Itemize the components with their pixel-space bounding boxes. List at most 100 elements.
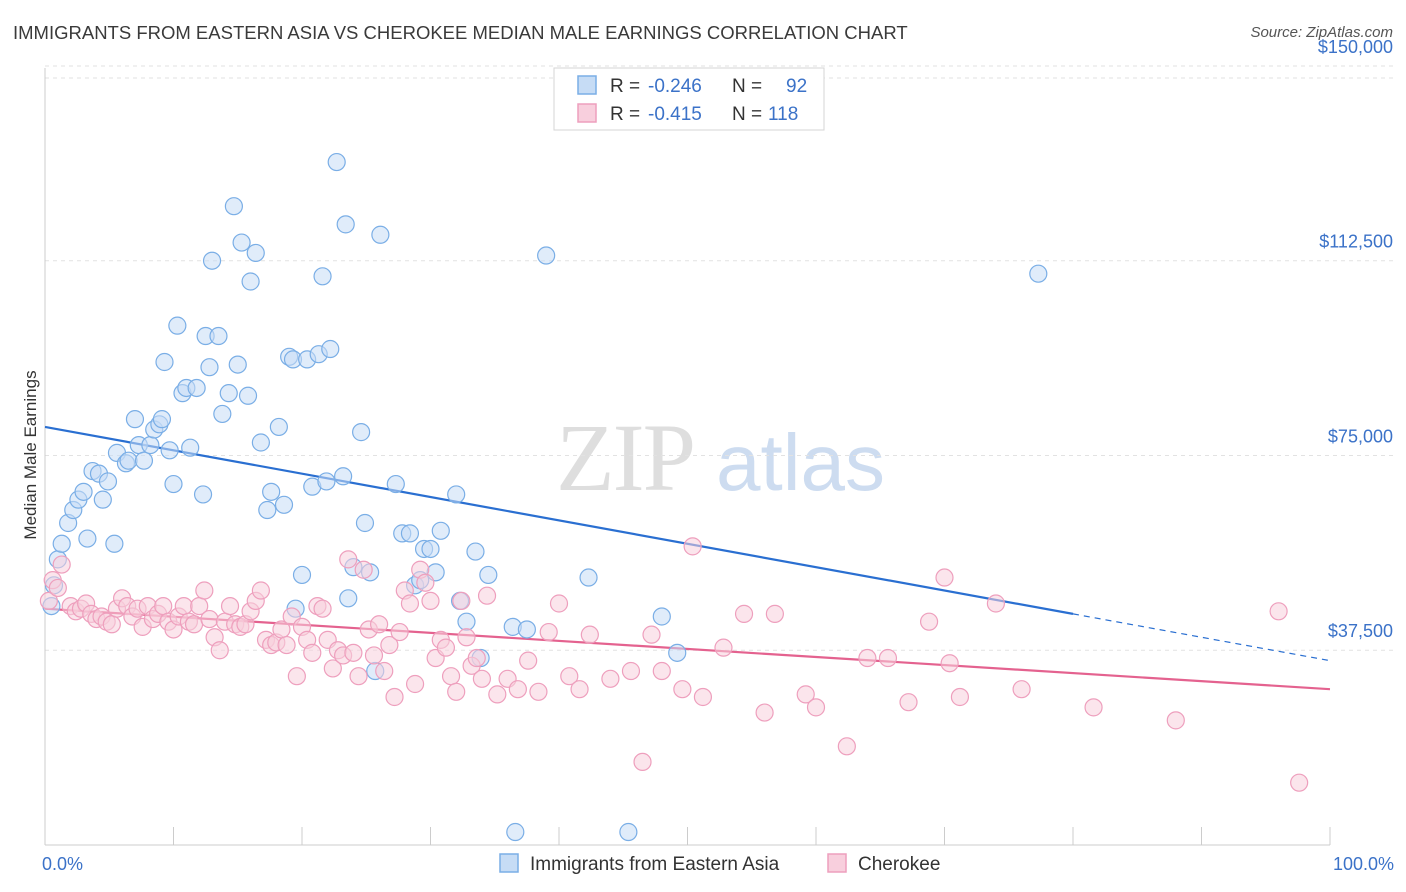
data-point: [93, 490, 112, 509]
data-point: [1029, 264, 1048, 283]
watermark: ZIP atlas: [556, 404, 885, 511]
data-point: [477, 586, 497, 605]
data-point: [354, 560, 373, 579]
data-point: [837, 737, 856, 756]
stats-legend: R = -0.246 N = 92 R = -0.415 N = 118: [553, 67, 825, 131]
data-point: [274, 495, 294, 514]
data-point: [519, 651, 538, 670]
data-point: [986, 594, 1006, 613]
data-point: [472, 669, 491, 688]
data-point: [160, 441, 179, 460]
data-point: [806, 698, 826, 717]
data-point: [213, 404, 232, 424]
y-tick-label: $37,500: [1328, 621, 1393, 641]
data-point: [579, 568, 598, 587]
data-point: [141, 435, 160, 455]
series-legend-label-cherokee: Cherokee: [858, 854, 940, 875]
data-point: [390, 622, 409, 642]
data-point: [652, 661, 671, 681]
data-point: [755, 703, 774, 722]
data-point: [436, 638, 456, 657]
data-point: [364, 646, 384, 665]
y-tick-label: $150,000: [1318, 37, 1393, 57]
data-point: [52, 534, 71, 553]
data-point: [549, 594, 569, 613]
data-point: [154, 596, 173, 616]
x-tick-label: 100.0%: [1333, 854, 1394, 874]
chart-source: Source: ZipAtlas.com: [1250, 24, 1393, 41]
data-point: [508, 680, 527, 699]
data-point: [416, 573, 435, 592]
data-point: [105, 534, 124, 553]
data-point: [1084, 698, 1103, 717]
data-point: [371, 225, 390, 244]
y-tick-labels: $37,500 $75,000 $112,500 $150,000: [1318, 37, 1393, 641]
data-point: [441, 667, 461, 686]
data-point: [466, 542, 485, 561]
legend-n-value-1: 92: [786, 76, 807, 97]
axes: [44, 68, 1331, 846]
data-point: [539, 622, 558, 642]
data-point: [796, 685, 815, 704]
data-point: [570, 680, 589, 699]
data-point: [668, 643, 687, 662]
data-point: [950, 687, 970, 707]
watermark-atlas: atlas: [716, 418, 885, 507]
data-point: [375, 661, 394, 681]
data-point: [355, 513, 375, 533]
data-point: [200, 609, 219, 629]
data-point: [228, 355, 247, 374]
data-point: [1012, 680, 1031, 699]
data-point: [181, 438, 200, 457]
data-point: [220, 596, 240, 616]
series-legend-swatch-eastern-asia: [499, 853, 519, 873]
data-point: [155, 352, 174, 372]
trend-lines: [44, 425, 1331, 691]
data-point: [119, 451, 138, 470]
data-point: [39, 591, 58, 611]
legend-r-value-1: -0.246: [648, 76, 702, 97]
data-point: [421, 539, 440, 559]
series-legend: Immigrants from Eastern Asia Cherokee: [499, 853, 940, 875]
data-point: [673, 680, 692, 699]
legend-r-label-2: R =: [610, 104, 640, 125]
data-point: [134, 451, 154, 470]
legend-swatch-cherokee: [577, 103, 597, 123]
data-point: [98, 472, 118, 491]
legend-swatch-eastern-asia: [577, 75, 597, 95]
data-point: [935, 568, 954, 587]
data-point: [241, 272, 260, 291]
trend-line-0: [44, 425, 1074, 615]
data-point: [164, 474, 183, 494]
data-point: [336, 215, 355, 234]
legend-r-label-1: R =: [610, 76, 640, 97]
data-point: [125, 410, 145, 429]
data-point: [447, 682, 466, 701]
data-point: [858, 648, 877, 668]
data-point: [517, 620, 536, 639]
data-point: [878, 648, 898, 668]
data-point: [287, 667, 306, 686]
data-point: [529, 682, 548, 701]
series-points-0: [42, 152, 1048, 842]
data-point: [765, 604, 784, 623]
data-points: [39, 152, 1309, 842]
data-point: [251, 433, 270, 452]
data-point: [303, 643, 322, 662]
data-point: [370, 615, 389, 634]
data-point: [506, 822, 525, 842]
data-point: [940, 654, 959, 673]
data-point: [269, 417, 288, 437]
data-point: [313, 599, 332, 618]
data-point: [479, 565, 498, 585]
data-point: [210, 641, 229, 660]
data-point: [457, 628, 476, 647]
data-point: [714, 638, 733, 657]
data-point: [168, 316, 187, 335]
data-point: [385, 687, 404, 707]
data-point: [386, 474, 405, 494]
data-point: [224, 197, 243, 216]
data-point: [642, 625, 661, 644]
data-point: [919, 612, 939, 631]
data-point: [400, 524, 420, 543]
